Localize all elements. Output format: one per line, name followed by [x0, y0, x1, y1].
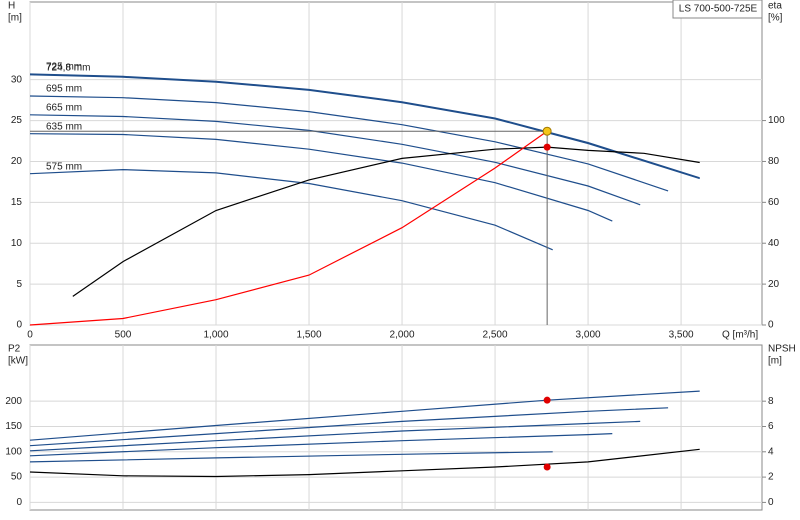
y-tick-label: 25	[11, 115, 23, 126]
y-tick-label: 30	[11, 74, 23, 85]
curve	[29, 95, 669, 192]
curve	[72, 146, 700, 297]
curve-label: 665 mm	[46, 102, 82, 113]
y2-tick-label: 100	[768, 115, 785, 126]
y2-axis-label: NPSH	[768, 344, 796, 355]
duty-point	[542, 126, 552, 136]
y2-axis-label: eta	[768, 1, 782, 12]
curve	[29, 390, 700, 441]
duty-point	[543, 396, 551, 404]
y-tick-label: 50	[11, 472, 23, 483]
curve-label: 695 mm	[46, 84, 82, 95]
title-box	[672, 0, 763, 19]
curve	[29, 433, 613, 457]
x-tick-label: 3,500	[669, 330, 694, 341]
y2-tick-label: 8	[768, 396, 774, 407]
duty-point-y2	[543, 143, 551, 151]
y-axis-label: [kW]	[8, 356, 28, 367]
y2-axis-label: [m]	[768, 356, 782, 367]
y2-tick-label: 40	[768, 238, 780, 249]
curve	[29, 420, 641, 452]
y-tick-label: 0	[16, 320, 22, 331]
y-tick-label: 15	[11, 197, 23, 208]
curve	[29, 133, 613, 222]
y-tick-label: 10	[11, 238, 23, 249]
curve	[29, 73, 700, 179]
plot-area	[29, 344, 763, 511]
curve-label: 725 mm	[46, 62, 82, 73]
y-tick-label: 5	[16, 279, 22, 290]
curve	[29, 168, 553, 251]
y2-tick-label: 6	[768, 421, 774, 432]
x-tick-label: 3,000	[576, 330, 601, 341]
curve-label: 575 mm	[46, 161, 82, 172]
chart-title: LS 700-500-725E	[679, 4, 758, 15]
curve-label: 724,8 mm	[46, 62, 90, 73]
y2-tick-label: 0	[768, 497, 774, 508]
curve	[29, 407, 669, 447]
curve	[29, 74, 700, 180]
y2-tick-label: 0	[768, 320, 774, 331]
y-axis-label: P2	[8, 344, 21, 355]
curve-label: 635 mm	[46, 121, 82, 132]
curve	[29, 448, 700, 478]
curve	[29, 451, 553, 463]
y2-tick-label: 60	[768, 197, 780, 208]
x-tick-label: 2,000	[390, 330, 415, 341]
y-tick-label: 20	[11, 156, 23, 167]
y2-tick-label: 20	[768, 279, 780, 290]
y2-tick-label: 80	[768, 156, 780, 167]
curve	[29, 114, 641, 206]
x-tick-label: 1,500	[297, 330, 322, 341]
x-tick-label: 500	[115, 330, 132, 341]
y-tick-label: 150	[5, 421, 22, 432]
y-tick-label: 100	[5, 446, 22, 457]
y2-tick-label: 2	[768, 472, 774, 483]
y-tick-label: 200	[5, 396, 22, 407]
plot-area	[29, 1, 763, 326]
x-tick-label: 0	[27, 330, 33, 341]
y-tick-label: 0	[16, 497, 22, 508]
x-axis-label: Q [m³/h]	[722, 330, 758, 341]
y-axis-label: H	[8, 1, 15, 12]
duty-point-y2	[543, 463, 551, 471]
curve	[29, 130, 548, 326]
x-tick-label: 1,000	[204, 330, 229, 341]
y2-tick-label: 4	[768, 446, 774, 457]
y2-axis-label: [%]	[768, 13, 783, 24]
x-tick-label: 2,500	[483, 330, 508, 341]
y-axis-label: [m]	[8, 13, 22, 24]
